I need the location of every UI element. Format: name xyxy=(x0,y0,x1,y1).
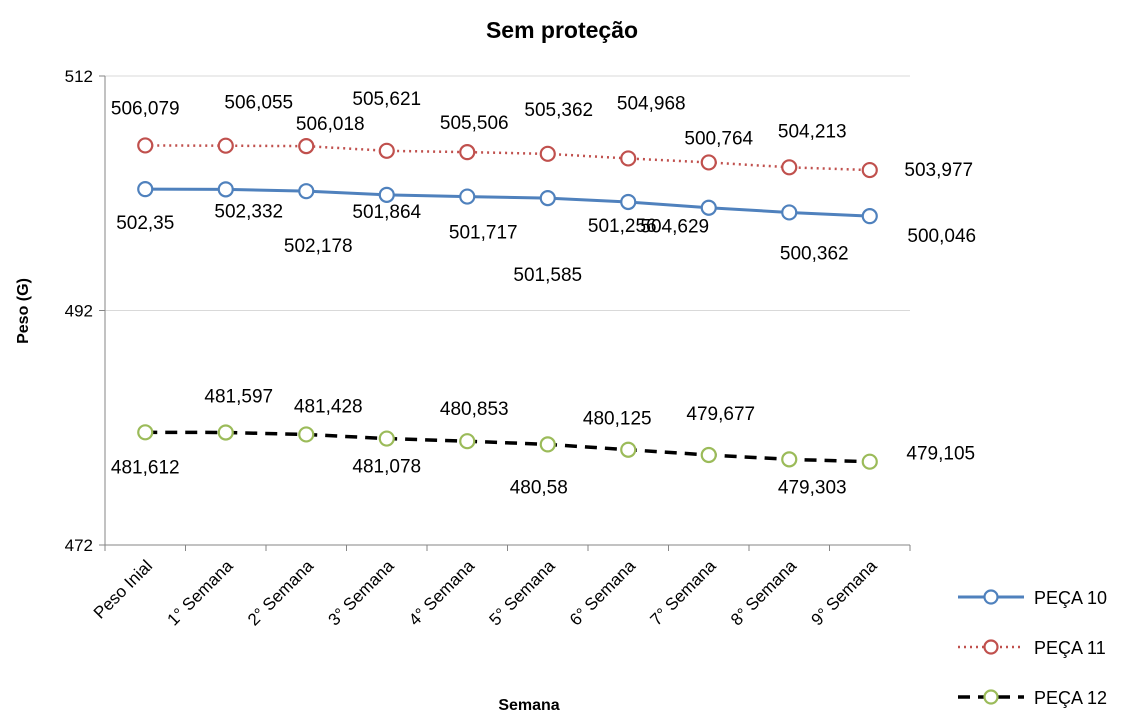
marker xyxy=(781,204,798,221)
marker xyxy=(539,190,556,207)
data-label: 506,079 xyxy=(111,98,180,119)
legend-marker xyxy=(983,639,999,655)
marker xyxy=(217,137,234,154)
legend-label: PEÇA 12 xyxy=(1034,688,1107,708)
data-label: 479,303 xyxy=(778,477,847,498)
marker xyxy=(459,144,476,161)
series-line xyxy=(145,144,870,172)
x-tick-label: 9° Semana xyxy=(808,556,881,629)
marker xyxy=(620,441,637,458)
data-label: 481,428 xyxy=(294,396,363,417)
marker xyxy=(539,436,556,453)
marker xyxy=(298,138,315,155)
marker xyxy=(861,161,878,179)
x-tick-label: 6° Semana xyxy=(566,556,639,629)
marker xyxy=(217,181,234,198)
marker xyxy=(459,433,476,450)
marker xyxy=(378,142,395,159)
x-tick-label: 3° Semana xyxy=(325,556,398,629)
data-label: 506,018 xyxy=(296,114,365,135)
x-tick-label: 8° Semana xyxy=(727,556,800,629)
series-line xyxy=(145,187,870,218)
x-tick-label: 4° Semana xyxy=(405,556,478,629)
marker xyxy=(620,150,637,167)
data-label: 504,213 xyxy=(778,121,847,142)
marker xyxy=(137,137,154,154)
marker xyxy=(298,426,315,443)
data-label: 501,717 xyxy=(449,223,518,244)
y-axis-label: Peso (G) xyxy=(15,278,32,344)
data-label: 479,677 xyxy=(686,404,755,425)
marker xyxy=(620,193,637,211)
y-tick-label: 492 xyxy=(65,302,93,321)
data-label: 479,105 xyxy=(906,444,975,465)
chart-title: Sem proteção xyxy=(486,17,638,43)
marker xyxy=(700,446,717,464)
y-tick-label: 472 xyxy=(65,536,93,555)
data-label: 501,585 xyxy=(513,265,582,286)
data-label: 502,35 xyxy=(116,213,174,234)
marker xyxy=(459,188,476,205)
marker xyxy=(378,186,395,203)
data-label: 505,362 xyxy=(524,100,593,121)
marker xyxy=(781,451,798,468)
data-label: 480,125 xyxy=(583,409,652,430)
x-tick-label: 2° Semana xyxy=(244,556,317,629)
x-tick-label: 1° Semana xyxy=(164,556,237,629)
legend-label: PEÇA 10 xyxy=(1034,588,1107,608)
marker xyxy=(539,145,556,162)
marker xyxy=(781,159,798,176)
series-line xyxy=(145,430,870,464)
data-label: 501,256 xyxy=(588,216,657,237)
data-label: 481,078 xyxy=(352,457,421,478)
data-label: 505,621 xyxy=(352,89,421,110)
marker xyxy=(217,424,234,441)
x-tick-label: 5° Semana xyxy=(486,556,559,629)
legend-label: PEÇA 11 xyxy=(1034,638,1106,658)
data-label: 500,764 xyxy=(684,129,753,150)
x-axis-label: Semana xyxy=(498,697,559,714)
data-label: 506,055 xyxy=(224,93,293,114)
data-label: 502,332 xyxy=(214,201,283,222)
data-label: 481,597 xyxy=(204,386,273,407)
marker xyxy=(137,424,154,441)
data-label: 502,178 xyxy=(284,236,353,257)
data-label: 481,612 xyxy=(111,457,180,478)
marker xyxy=(298,183,315,200)
x-tick-label: Peso Inial xyxy=(90,556,156,622)
marker xyxy=(861,453,878,470)
legend-marker xyxy=(983,589,999,605)
data-label: 501,864 xyxy=(352,202,421,223)
data-label: 480,58 xyxy=(510,477,568,498)
data-label: 503,977 xyxy=(904,160,973,181)
marker xyxy=(378,430,395,447)
data-label: 504,968 xyxy=(617,93,686,114)
marker xyxy=(861,208,878,225)
data-label: 480,853 xyxy=(440,399,509,420)
marker xyxy=(700,199,717,216)
data-label: 505,506 xyxy=(440,113,509,134)
data-label: 500,362 xyxy=(780,243,849,264)
x-tick-label: 7° Semana xyxy=(647,556,720,629)
legend-marker xyxy=(983,689,999,705)
y-tick-label: 512 xyxy=(65,67,93,86)
marker xyxy=(700,154,717,171)
data-label: 500,046 xyxy=(907,226,976,247)
marker xyxy=(137,181,154,198)
data-label: 504,629 xyxy=(640,216,709,237)
